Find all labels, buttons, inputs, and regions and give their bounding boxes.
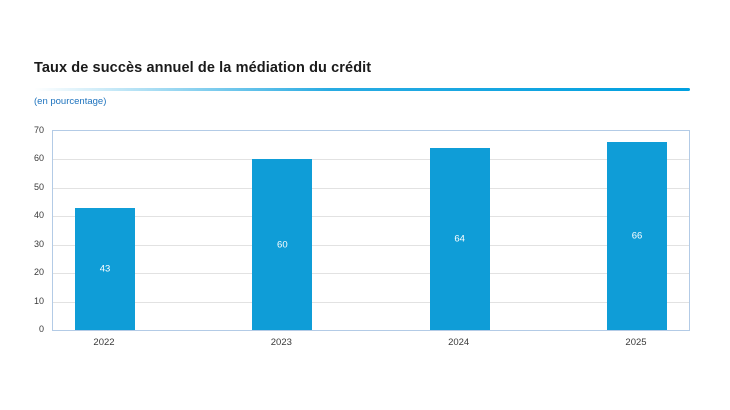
bar-2023: 60 [252,159,313,330]
bar-2025: 66 [607,142,667,330]
y-axis-tick-label: 20 [33,267,44,278]
y-axis-tick-label: 50 [33,181,44,192]
gridline-50 [53,187,689,189]
y-axis-tick-label: 10 [33,295,44,306]
x-axis-tick-label: 2023 [270,337,292,348]
gridline-10 [53,301,689,303]
plot-area: 43 60 64 66 [52,130,690,331]
bar-value-label: 66 [631,230,643,242]
y-axis-tick-label: 0 [38,324,44,334]
bar-2022: 43 [75,207,135,330]
y-axis-tick-label: 70 [33,125,44,135]
chart-subtitle: (en pourcentage) [34,96,107,107]
x-axis-tick-label: 2024 [448,337,470,348]
x-axis-tick-label: 2025 [625,337,647,348]
bar-2024: 64 [429,148,490,330]
x-axis-tick-label: 2022 [93,337,115,348]
title-underline-rule [34,88,690,91]
bar-value-label: 43 [99,263,111,275]
gridline-20 [53,273,689,275]
gridline-40 [53,216,689,218]
bar-value-label: 60 [277,239,288,251]
y-axis-tick-label: 30 [33,238,44,249]
gridline-60 [53,159,689,161]
y-axis-tick-label: 60 [33,153,44,164]
y-axis-tick-label: 40 [33,210,44,221]
bar-value-label: 64 [454,233,465,245]
gridline-30 [53,244,689,246]
chart-title: Taux de succès annuel de la médiation du… [34,60,372,76]
